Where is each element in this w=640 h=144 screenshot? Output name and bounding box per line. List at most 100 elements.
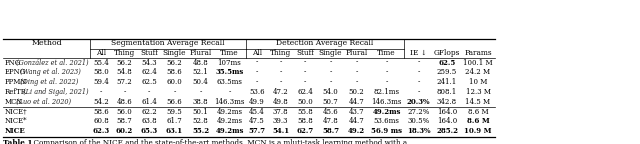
Text: 52.8: 52.8	[193, 117, 209, 125]
Text: 342.8: 342.8	[437, 98, 457, 106]
Text: 63.8: 63.8	[141, 117, 157, 125]
Text: -: -	[417, 68, 420, 76]
Text: 56.2: 56.2	[166, 59, 182, 67]
Text: (Luo et al. 2020): (Luo et al. 2020)	[15, 98, 72, 106]
Text: GFlops: GFlops	[434, 49, 460, 57]
Text: 49.8: 49.8	[273, 98, 289, 106]
Text: -: -	[279, 78, 282, 86]
Text: 58.0: 58.0	[93, 68, 109, 76]
Text: -: -	[385, 78, 388, 86]
Text: -: -	[355, 78, 358, 86]
Text: Comparison of the NICE and the state-of-the-art methods. MCN is a mluti-task lea: Comparison of the NICE and the state-of-…	[29, 140, 407, 144]
Text: 8.6 M: 8.6 M	[468, 108, 488, 116]
Text: PNG: PNG	[5, 59, 21, 67]
Text: RefTR: RefTR	[5, 88, 27, 96]
Text: 82.1ms: 82.1ms	[374, 88, 399, 96]
Text: 53.6ms: 53.6ms	[374, 117, 399, 125]
Text: 61.7: 61.7	[166, 117, 182, 125]
Text: 30.5%: 30.5%	[408, 117, 429, 125]
Text: 54.1: 54.1	[272, 127, 289, 135]
Text: -: -	[256, 59, 258, 67]
Text: PPMN: PPMN	[5, 78, 28, 86]
Text: 107ms: 107ms	[218, 59, 241, 67]
Text: 20.3%: 20.3%	[407, 98, 430, 106]
Text: 10.9 M: 10.9 M	[464, 127, 492, 135]
Text: -: -	[304, 78, 306, 86]
Text: 39.3: 39.3	[273, 117, 288, 125]
Text: -: -	[417, 88, 420, 96]
Text: 61.4: 61.4	[141, 98, 157, 106]
Text: -: -	[304, 68, 306, 76]
Text: 47.8: 47.8	[323, 117, 339, 125]
Text: 12.3 M: 12.3 M	[465, 88, 490, 96]
Text: NICE*: NICE*	[5, 117, 28, 125]
Text: 18.3%: 18.3%	[407, 127, 430, 135]
Text: 58.6: 58.6	[166, 68, 182, 76]
Text: 47.2: 47.2	[273, 88, 289, 96]
Text: 56.0: 56.0	[116, 108, 132, 116]
Text: All: All	[252, 49, 262, 57]
Text: 285.2: 285.2	[436, 127, 458, 135]
Text: -: -	[330, 59, 332, 67]
Text: 45.4: 45.4	[249, 108, 265, 116]
Text: 44.7: 44.7	[349, 117, 364, 125]
Text: 164.0: 164.0	[437, 117, 457, 125]
Text: Plural: Plural	[346, 49, 367, 57]
Text: IE ↓: IE ↓	[410, 49, 427, 57]
Text: MCN: MCN	[5, 98, 24, 106]
Text: 164.0: 164.0	[437, 108, 457, 116]
Text: 62.4: 62.4	[297, 88, 313, 96]
Text: 48.8: 48.8	[193, 59, 209, 67]
Text: Method: Method	[31, 39, 62, 47]
Text: (Wang et al. 2023): (Wang et al. 2023)	[18, 68, 81, 76]
Text: Segmentation Average Recall: Segmentation Average Recall	[111, 39, 225, 47]
Text: NICE: NICE	[5, 127, 26, 135]
Text: 58.6: 58.6	[93, 108, 109, 116]
Text: Table 1: Table 1	[3, 140, 33, 144]
Text: 56.6: 56.6	[166, 98, 182, 106]
Text: 54.2: 54.2	[93, 98, 109, 106]
Text: 146.3ms: 146.3ms	[371, 98, 402, 106]
Text: 49.2ms: 49.2ms	[215, 127, 244, 135]
Text: All: All	[96, 49, 106, 57]
Text: 8.6 M: 8.6 M	[467, 117, 490, 125]
Text: 62.7: 62.7	[296, 127, 314, 135]
Text: 62.2: 62.2	[141, 108, 157, 116]
Text: 38.8: 38.8	[193, 98, 208, 106]
Text: 59.5: 59.5	[166, 108, 182, 116]
Text: 57.7: 57.7	[248, 127, 266, 135]
Text: -: -	[355, 59, 358, 67]
Text: Time: Time	[377, 49, 396, 57]
Text: 44.7: 44.7	[349, 98, 364, 106]
Text: (González et al. 2021): (González et al. 2021)	[15, 59, 89, 67]
Text: -: -	[148, 88, 150, 96]
Text: -: -	[330, 68, 332, 76]
Text: 146.3ms: 146.3ms	[214, 98, 244, 106]
Text: 49.2: 49.2	[348, 127, 365, 135]
Text: 27.2%: 27.2%	[407, 108, 429, 116]
Text: 60.0: 60.0	[166, 78, 182, 86]
Text: 60.8: 60.8	[93, 117, 109, 125]
Text: 62.5: 62.5	[141, 78, 157, 86]
Text: Params: Params	[464, 49, 492, 57]
Text: -: -	[355, 68, 358, 76]
Text: 50.2: 50.2	[349, 88, 364, 96]
Text: Single: Single	[319, 49, 342, 57]
Text: -: -	[279, 59, 282, 67]
Text: 55.8: 55.8	[297, 108, 313, 116]
Text: -: -	[385, 59, 388, 67]
Text: 808.1: 808.1	[437, 88, 457, 96]
Text: 50.7: 50.7	[323, 98, 339, 106]
Text: 100.1 M: 100.1 M	[463, 59, 493, 67]
Text: 59.4: 59.4	[93, 78, 109, 86]
Text: Plural: Plural	[189, 49, 212, 57]
Text: 54.8: 54.8	[116, 68, 132, 76]
Text: -: -	[417, 78, 420, 86]
Text: 50.0: 50.0	[297, 98, 313, 106]
Text: 62.4: 62.4	[141, 68, 157, 76]
Text: 14.5 M: 14.5 M	[465, 98, 491, 106]
Text: -: -	[385, 68, 388, 76]
Text: EPNG: EPNG	[5, 68, 26, 76]
Text: -: -	[256, 68, 258, 76]
Text: -: -	[304, 59, 306, 67]
